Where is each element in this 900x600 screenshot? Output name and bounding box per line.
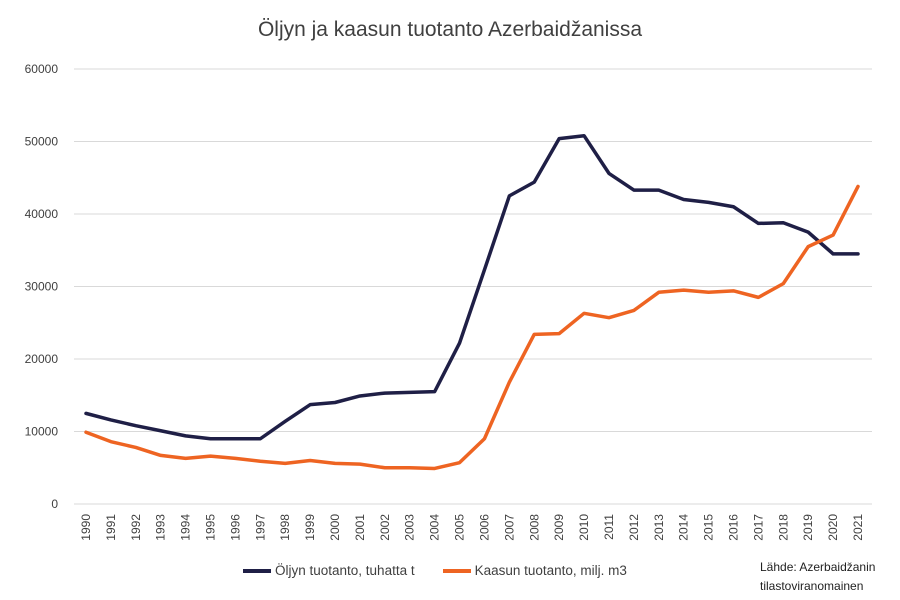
series-line-gas — [84, 184, 860, 471]
x-tick-label: 2019 — [801, 514, 815, 541]
y-tick-label: 40000 — [25, 207, 59, 221]
x-tick-label: 2008 — [527, 514, 541, 541]
x-tick-label: 2018 — [776, 514, 790, 541]
legend-swatch-oil — [243, 568, 271, 573]
series-line-oil — [84, 133, 860, 441]
x-tick-label: 2009 — [552, 514, 566, 541]
x-tick-label: 2015 — [702, 514, 716, 541]
x-tick-label: 2016 — [726, 514, 740, 541]
x-tick-label: 2011 — [602, 514, 616, 540]
x-tick-label: 1997 — [253, 514, 267, 541]
x-tick-label: 2006 — [477, 514, 491, 541]
legend: Öljyn tuotanto, tuhatta t Kaasun tuotant… — [243, 563, 627, 578]
y-tick-label: 0 — [51, 497, 58, 511]
x-tick-label: 1995 — [204, 514, 218, 541]
y-tick-label: 30000 — [25, 280, 59, 294]
source-note: Lähde: Azerbaidžanin tilastoviranomainen — [760, 558, 875, 596]
x-tick-label: 2020 — [826, 514, 840, 541]
x-tick-label: 1990 — [79, 514, 93, 541]
x-tick-label: 1991 — [104, 514, 118, 541]
y-tick-label: 10000 — [25, 425, 59, 439]
x-tick-label: 2000 — [328, 514, 342, 541]
x-tick-label: 1998 — [278, 514, 292, 541]
x-tick-label: 1996 — [228, 514, 242, 541]
source-line-1: Lähde: Azerbaidžanin — [760, 560, 876, 574]
x-tick-label: 2004 — [428, 514, 442, 541]
source-line-2: tilastoviranomainen — [760, 579, 864, 593]
x-tick-label: 2007 — [502, 514, 516, 541]
y-tick-label: 50000 — [25, 135, 59, 149]
x-tick-label: 2001 — [353, 514, 367, 541]
x-tick-label: 2003 — [403, 514, 417, 541]
legend-label-gas: Kaasun tuotanto, milj. m3 — [474, 563, 627, 578]
legend-swatch-gas — [442, 568, 471, 573]
x-tick-label: 2012 — [627, 514, 641, 541]
x-tick-label: 1993 — [154, 514, 168, 541]
y-tick-label: 60000 — [25, 62, 59, 76]
x-tick-label: 2021 — [851, 514, 865, 541]
x-tick-label: 2013 — [652, 514, 666, 541]
x-tick-label: 2010 — [577, 514, 591, 541]
x-tick-label: 2002 — [378, 514, 392, 541]
x-tick-label: 1999 — [303, 514, 317, 541]
legend-item-gas: Kaasun tuotanto, milj. m3 — [442, 563, 627, 578]
x-tick-label: 2017 — [751, 514, 765, 541]
x-tick-label: 1992 — [129, 514, 143, 541]
x-tick-label: 2005 — [453, 514, 467, 541]
legend-label-oil: Öljyn tuotanto, tuhatta t — [275, 563, 415, 578]
chart-title: Öljyn ja kaasun tuotanto Azerbaidžanissa — [257, 18, 643, 41]
x-tick-label: 2014 — [677, 514, 691, 541]
x-tick-label: 1994 — [179, 514, 193, 541]
y-tick-label: 20000 — [25, 352, 59, 366]
legend-item-oil: Öljyn tuotanto, tuhatta t — [243, 563, 415, 578]
